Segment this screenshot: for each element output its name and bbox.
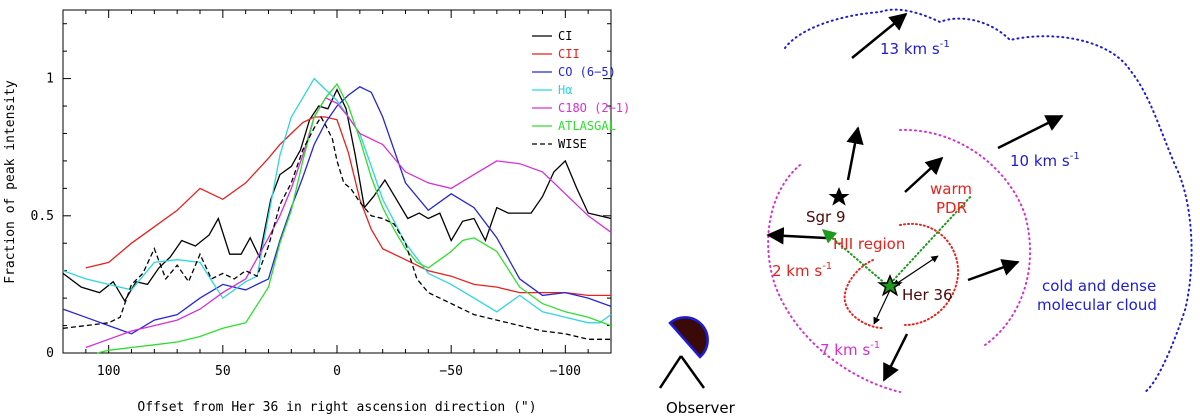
velocity-7-label: 7 km s-1 <box>820 340 880 359</box>
pdr-shell-right <box>899 128 1032 346</box>
warm-label: warm <box>930 180 972 198</box>
chart-series <box>62 77 612 354</box>
x-tick-label: −50 <box>439 364 462 379</box>
her36-label: Her 36 <box>902 286 953 304</box>
hii-region-label: HII region <box>833 235 905 253</box>
velocity-10-label: 10 km s-1 <box>1010 151 1080 170</box>
sightline-to-pdr <box>887 194 973 287</box>
arrow-small-ne <box>892 255 939 287</box>
arrow-right <box>967 259 1020 282</box>
arrow-7kms <box>882 333 909 382</box>
pdr-label: PDR <box>936 199 967 217</box>
cloud-label-line2: molecular cloud <box>1037 296 1157 314</box>
y-tick-label: 0 <box>46 346 54 361</box>
arrow-10kms <box>997 114 1064 150</box>
series-line-0 <box>62 88 612 303</box>
sgr9-star-icon <box>828 187 850 206</box>
series-line-6 <box>62 115 611 340</box>
legend-label-3: Hα <box>558 83 572 97</box>
molecular-cloud-outline <box>784 8 1193 393</box>
hii-region-right <box>899 222 960 326</box>
y-tick-label: 1 <box>46 72 54 87</box>
arrow-small-s <box>873 287 892 325</box>
hii-region-left <box>843 259 883 329</box>
observer-label: Observer <box>666 399 736 417</box>
series-line-3 <box>62 77 612 324</box>
series-line-4 <box>85 96 612 349</box>
legend-label-6: WISE <box>558 137 587 151</box>
her36-star-icon <box>877 274 903 297</box>
line-chart: 100 50 0 −50 −100 0 0.5 1 CI CII CO (6−5) Hα C18O (… <box>3 9 630 415</box>
legend-label-4: C18O (2−1) <box>558 101 630 115</box>
series-line-5 <box>97 82 612 354</box>
cloud-label-line1: cold and dense <box>1042 277 1156 295</box>
sightline-to-sgr9 <box>821 229 889 287</box>
velocity-13-label: 13 km s-1 <box>880 39 950 58</box>
velocity-2-label: 2 km s-1 <box>772 261 832 280</box>
sgr9-label: Sgr 9 <box>806 208 846 226</box>
y-tick-label: 0.5 <box>31 209 54 224</box>
legend-label-1: CII <box>558 47 580 61</box>
series-line-1 <box>85 116 611 297</box>
series-line-2 <box>62 86 612 335</box>
x-tick-label: 50 <box>215 364 231 379</box>
chart-legend: CI CII CO (6−5) Hα C18O (2−1) ATLASGAL WISE <box>532 29 630 151</box>
pdr-shell-left <box>767 164 901 393</box>
legend-label-5: ATLASGAL <box>558 119 616 133</box>
x-tick-label: −100 <box>550 364 581 379</box>
schematic-diagram: 13 km s-1 10 km s-1 2 km s-1 7 km s-1 Sg… <box>658 8 1193 417</box>
x-tick-label: 100 <box>97 364 120 379</box>
arrow-left <box>766 227 827 245</box>
arrow-pdr <box>904 156 944 193</box>
arrow-13kms <box>851 12 908 59</box>
legend-label-2: CO (6−5) <box>558 65 616 79</box>
legend-label-0: CI <box>558 29 572 43</box>
x-axis-label: Offset from Her 36 in right ascension di… <box>137 400 536 415</box>
axis-ticks: 100 50 0 −50 −100 0 0.5 1 <box>31 10 612 379</box>
x-tick-label: 0 <box>333 364 341 379</box>
arrow-sgr9-up <box>846 126 864 181</box>
observer-telescope-icon <box>658 316 709 389</box>
y-axis-label: Fraction of peak intensity <box>3 80 18 284</box>
